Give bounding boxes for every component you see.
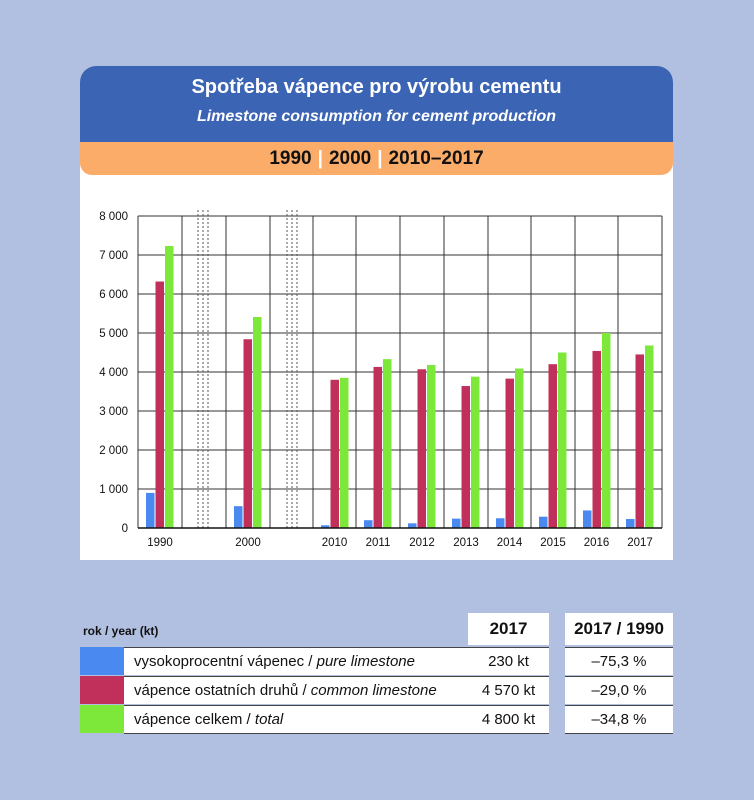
y-tick-label: 5 000 [99,328,128,340]
bar-pure [496,518,505,528]
x-tick-label: 2000 [235,537,261,549]
row-value-2017: 4 800 kt [468,705,549,734]
bar-total [340,377,349,528]
bar-pure [539,516,548,528]
bar-common [592,350,601,528]
bar-total [645,345,654,528]
legend-swatch-common [80,676,124,704]
bar-common [461,386,470,528]
row-value-change: –34,8 % [565,705,673,734]
col-head-change: 2017 / 1990 [565,613,673,645]
bar-total [253,317,262,528]
row-value-change: –29,0 % [565,676,673,704]
bar-total [602,333,611,528]
bar-pure [364,520,373,528]
period-1990: 1990 [269,148,312,169]
bar-pure [146,492,155,528]
y-tick-label: 1 000 [99,484,128,496]
table-row: vápence ostatních druhů / common limesto… [80,676,673,704]
x-tick-label: 2016 [584,537,610,549]
y-tick-label: 0 [122,523,128,535]
chart-header: Spotřeba vápence pro výrobu cementu Lime… [80,66,673,142]
bar-common [505,378,514,528]
table-header-label: rok / year (kt) [83,624,159,638]
bar-total [471,376,480,528]
bar-pure [408,523,417,528]
period-separator: | [317,148,323,169]
table-row: vápence celkem / total 4 800 kt –34,8 % [80,705,673,734]
y-tick-label: 3 000 [99,406,128,418]
y-tick-label: 4 000 [99,367,128,379]
row-value-change: –75,3 % [565,647,673,675]
legend-swatch-total [80,705,124,733]
bar-common [243,339,252,528]
chart-title: Spotřeba vápence pro výrobu cementu [191,76,562,98]
bar-total [165,246,174,528]
bar-common [155,281,164,528]
x-tick-label: 2017 [627,537,653,549]
row-value-2017: 230 kt [468,647,549,675]
bar-common [417,369,426,528]
period-band: 1990 | 2000 | 2010–2017 [80,142,673,175]
bar-pure [452,518,461,528]
bar-total [515,368,524,528]
chart-subtitle: Limestone consumption for cement product… [196,108,557,125]
bar-total [558,352,567,528]
bar-total [383,359,392,528]
y-tick-label: 8 000 [99,211,128,223]
x-tick-label: 2012 [409,537,435,549]
bar-pure [626,519,635,528]
period-2010-2017: 2010–2017 [388,148,484,169]
x-tick-label: 2011 [366,537,391,549]
bar-total [427,364,436,528]
bar-pure [583,510,592,528]
col-head-2017: 2017 [468,613,549,645]
row-value-2017: 4 570 kt [468,676,549,704]
bar-common [635,354,644,528]
x-tick-label: 1990 [147,537,173,549]
legend-swatch-pure [80,647,124,675]
period-2000: 2000 [328,148,372,169]
y-tick-label: 7 000 [99,250,128,262]
bar-common [548,364,557,528]
y-tick-label: 2 000 [99,445,128,457]
x-tick-label: 2014 [497,537,523,549]
x-tick-label: 2015 [540,537,566,549]
x-tick-label: 2013 [453,537,479,549]
x-tick-label: 2010 [322,537,348,549]
period-separator: | [377,148,383,169]
bar-common [330,379,339,528]
bar-pure [321,525,330,528]
y-tick-label: 6 000 [99,289,128,301]
table-row: vysokoprocentní vápenec / pure limestone… [80,647,673,675]
bar-pure [234,506,243,528]
bar-common [373,366,382,528]
